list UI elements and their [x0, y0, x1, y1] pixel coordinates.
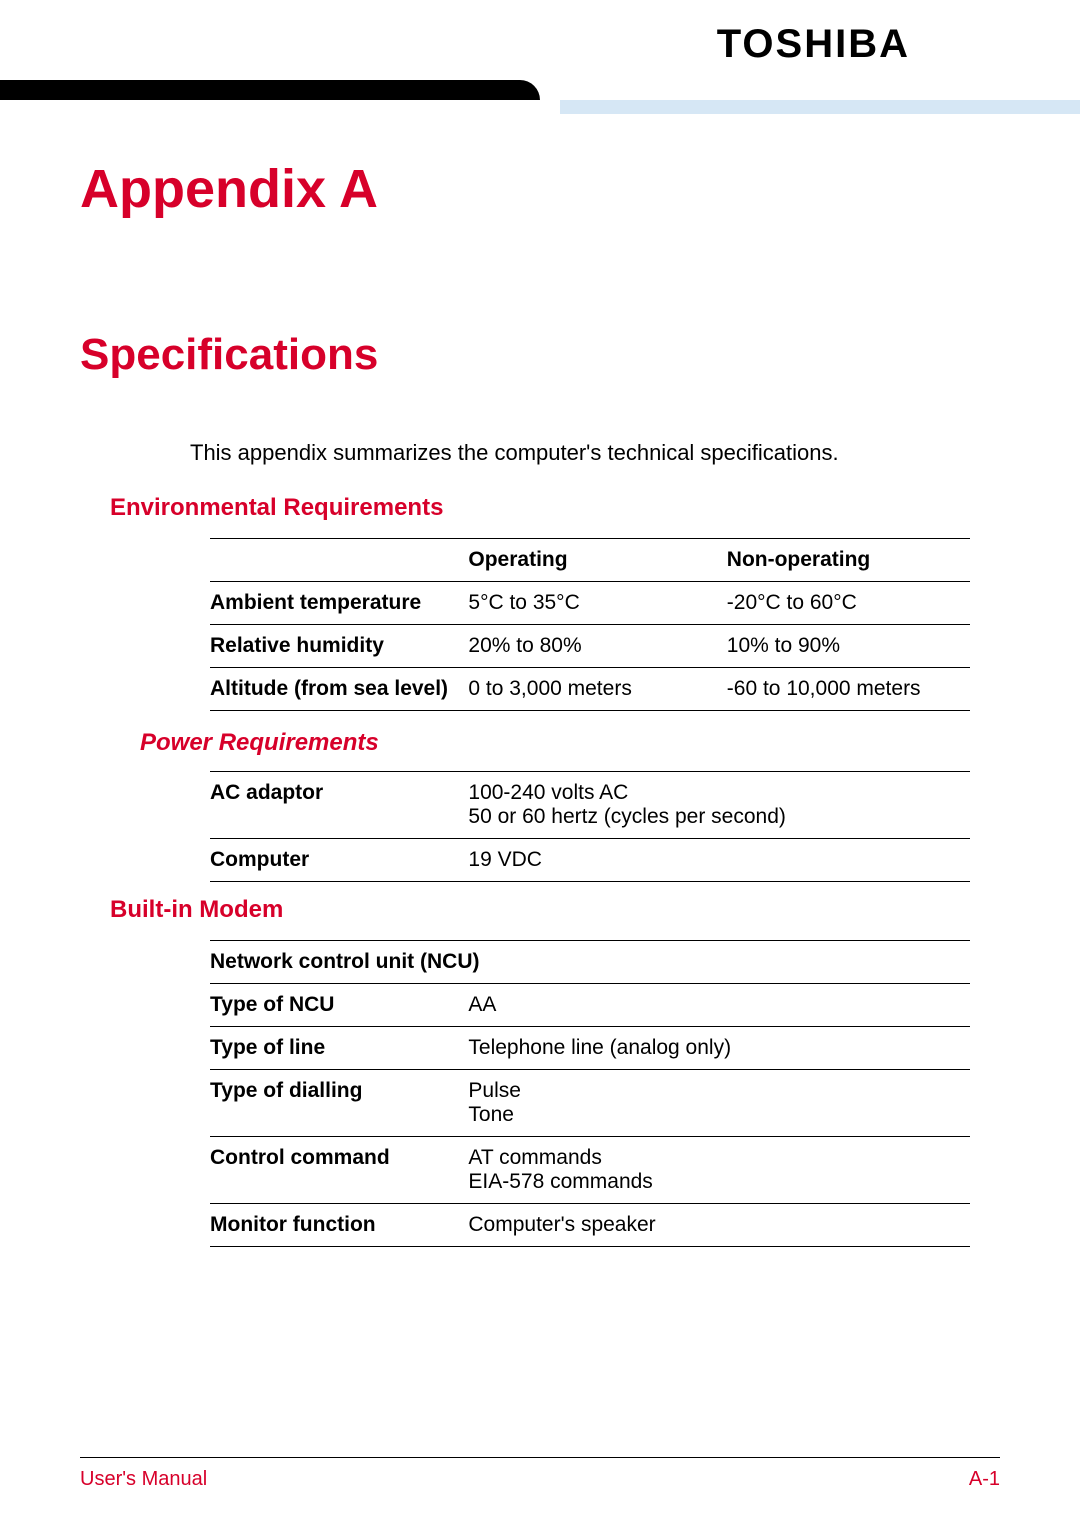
table-row: AC adaptor 100-240 volts AC 50 or 60 her…	[210, 772, 970, 839]
appendix-heading: Appendix A	[80, 158, 1000, 220]
row-label: Altitude (from sea level)	[210, 668, 468, 711]
cell-value: 100-240 volts AC 50 or 60 hertz (cycles …	[468, 772, 970, 839]
table-row: Relative humidity 20% to 80% 10% to 90%	[210, 625, 970, 668]
cell-value: AT commands EIA-578 commands	[468, 1137, 970, 1204]
intro-text: This appendix summarizes the computer's …	[190, 440, 1000, 466]
table-row: Monitor function Computer's speaker	[210, 1204, 970, 1247]
modem-table: Network control unit (NCU) Type of NCU A…	[210, 940, 970, 1247]
cell-value: AA	[468, 984, 970, 1027]
header-black-bar	[0, 80, 540, 100]
cell-value: Pulse Tone	[468, 1070, 970, 1137]
page-title: Specifications	[80, 330, 1000, 380]
row-label: Type of NCU	[210, 984, 468, 1027]
header-banner: TOSHIBA	[0, 0, 1080, 100]
brand-logo: TOSHIBA	[717, 22, 910, 67]
row-label: Control command	[210, 1137, 468, 1204]
row-label: Type of dialling	[210, 1070, 468, 1137]
environmental-table: Operating Non-operating Ambient temperat…	[210, 538, 970, 711]
table-header-row: Network control unit (NCU)	[210, 941, 970, 984]
cell-value: Computer's speaker	[468, 1204, 970, 1247]
section-heading-environmental: Environmental Requirements	[110, 494, 1000, 522]
header-blue-bar	[560, 100, 1080, 114]
cell-value: 19 VDC	[468, 839, 970, 882]
table-row: Computer 19 VDC	[210, 839, 970, 882]
table-row: Type of line Telephone line (analog only…	[210, 1027, 970, 1070]
col-blank	[210, 539, 468, 582]
cell-operating: 20% to 80%	[468, 625, 726, 668]
table-header-row: Operating Non-operating	[210, 539, 970, 582]
table-row: Ambient temperature 5°C to 35°C -20°C to…	[210, 582, 970, 625]
row-label: Type of line	[210, 1027, 468, 1070]
col-nonoperating: Non-operating	[727, 539, 970, 582]
group-header: Network control unit (NCU)	[210, 941, 970, 984]
page-footer: User's Manual A-1	[80, 1457, 1000, 1491]
row-label: Ambient temperature	[210, 582, 468, 625]
row-label: Computer	[210, 839, 468, 882]
cell-operating: 5°C to 35°C	[468, 582, 726, 625]
row-label: Monitor function	[210, 1204, 468, 1247]
row-label: Relative humidity	[210, 625, 468, 668]
page-content: Appendix A Specifications This appendix …	[80, 150, 1000, 1247]
footer-right: A-1	[969, 1468, 1000, 1491]
cell-nonoperating: 10% to 90%	[727, 625, 970, 668]
subsection-heading-power: Power Requirements	[140, 729, 1000, 757]
cell-operating: 0 to 3,000 meters	[468, 668, 726, 711]
section-heading-modem: Built-in Modem	[110, 896, 1000, 924]
table-row: Control command AT commands EIA-578 comm…	[210, 1137, 970, 1204]
col-operating: Operating	[468, 539, 726, 582]
table-row: Type of NCU AA	[210, 984, 970, 1027]
row-label: AC adaptor	[210, 772, 468, 839]
power-table: AC adaptor 100-240 volts AC 50 or 60 her…	[210, 771, 970, 882]
cell-nonoperating: -20°C to 60°C	[727, 582, 970, 625]
table-row: Type of dialling Pulse Tone	[210, 1070, 970, 1137]
cell-nonoperating: -60 to 10,000 meters	[727, 668, 970, 711]
cell-value: Telephone line (analog only)	[468, 1027, 970, 1070]
table-row: Altitude (from sea level) 0 to 3,000 met…	[210, 668, 970, 711]
footer-left: User's Manual	[80, 1468, 207, 1491]
